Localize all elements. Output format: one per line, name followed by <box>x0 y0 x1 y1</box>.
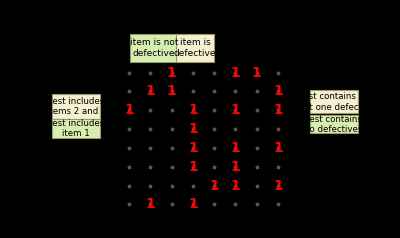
Text: item is
defective: item is defective <box>174 38 216 58</box>
Text: 1: 1 <box>167 65 176 79</box>
Text: 1: 1 <box>167 84 176 98</box>
Text: 1: 1 <box>252 65 262 79</box>
Text: 1: 1 <box>188 141 198 155</box>
FancyBboxPatch shape <box>130 34 178 62</box>
Text: 1: 1 <box>230 65 240 79</box>
FancyBboxPatch shape <box>310 90 358 113</box>
Text: 1: 1 <box>188 103 198 117</box>
Text: 1: 1 <box>209 179 219 193</box>
Text: 1: 1 <box>230 141 240 155</box>
Text: test contains at
least one defective: test contains at least one defective <box>292 92 375 112</box>
Text: 1: 1 <box>273 141 283 155</box>
Text: test contains
no defectives: test contains no defectives <box>304 114 363 134</box>
FancyBboxPatch shape <box>176 34 214 62</box>
Text: test includes
item 1: test includes item 1 <box>49 119 104 138</box>
Text: 1: 1 <box>188 122 198 136</box>
Text: 1: 1 <box>188 198 198 212</box>
Text: 1: 1 <box>146 198 155 212</box>
FancyBboxPatch shape <box>52 94 100 119</box>
FancyBboxPatch shape <box>310 115 358 133</box>
Text: 1: 1 <box>230 160 240 174</box>
Text: 1: 1 <box>146 84 155 98</box>
Text: 1: 1 <box>273 103 283 117</box>
Text: 1: 1 <box>230 179 240 193</box>
FancyBboxPatch shape <box>52 119 100 138</box>
Text: 1: 1 <box>273 179 283 193</box>
Text: test includes
items 2 and 3: test includes items 2 and 3 <box>46 97 106 116</box>
Text: 1: 1 <box>124 103 134 117</box>
Text: 1: 1 <box>188 160 198 174</box>
Text: item is not
defective: item is not defective <box>130 38 178 58</box>
Text: 1: 1 <box>230 103 240 117</box>
Text: 1: 1 <box>273 84 283 98</box>
